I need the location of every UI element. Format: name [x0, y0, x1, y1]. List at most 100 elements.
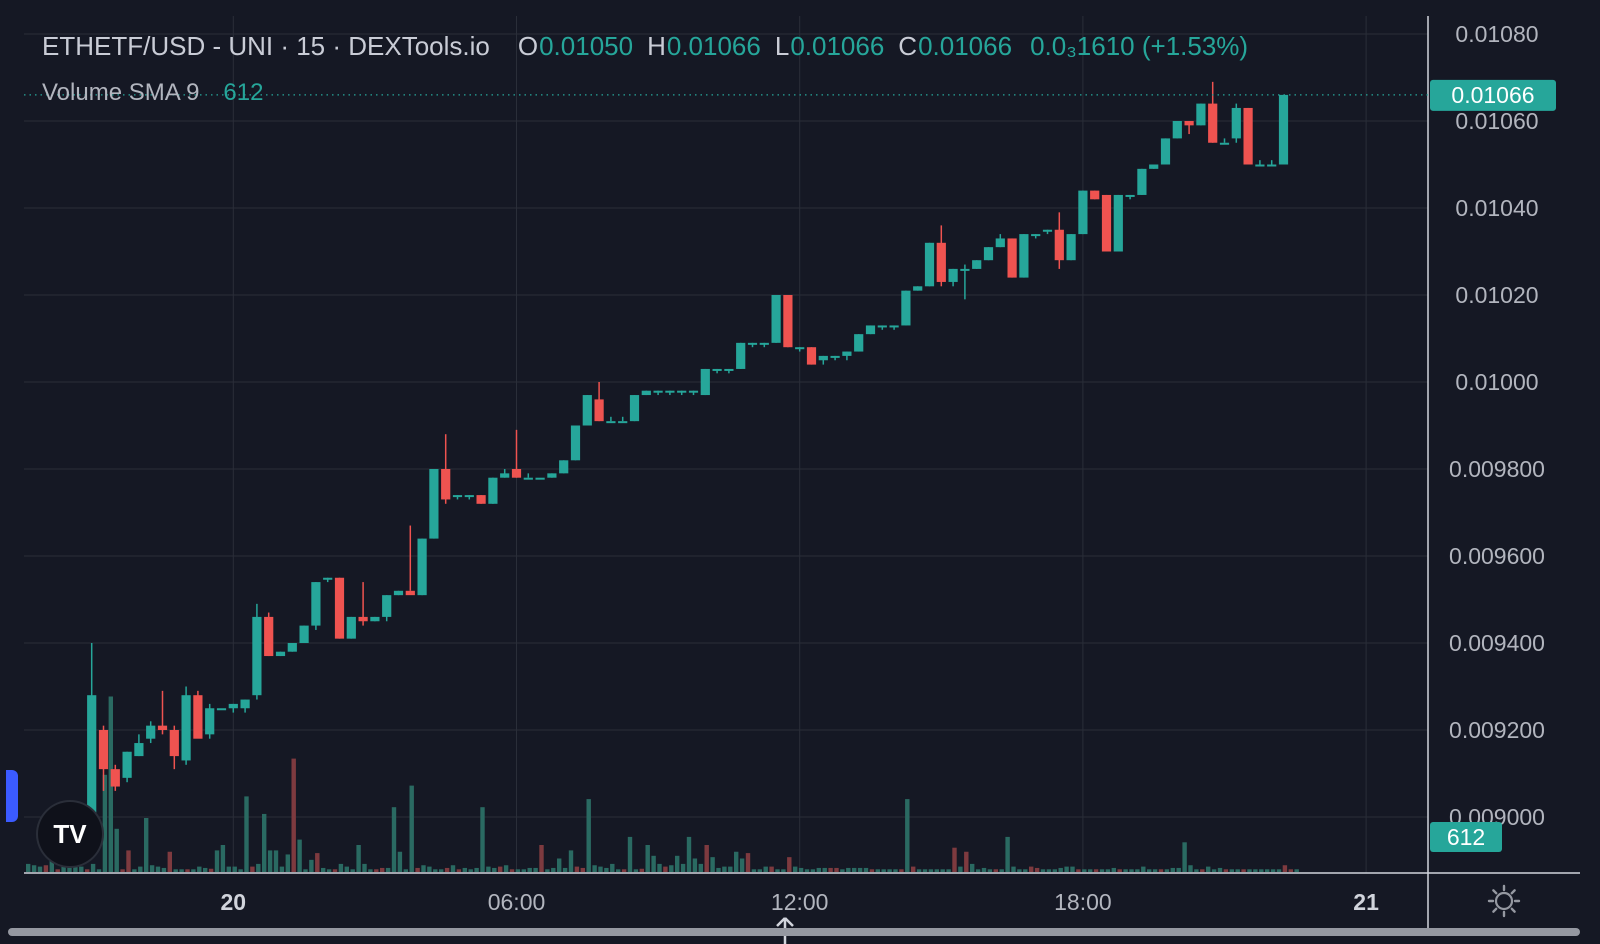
volume-bar: [1223, 869, 1229, 872]
volume-bar: [397, 851, 403, 872]
volume-bar: [551, 867, 556, 872]
volume-bar: [893, 869, 898, 872]
candle-up: [570, 425, 581, 461]
close-value: 0.01066: [918, 31, 1013, 61]
volume-bar: [173, 869, 178, 872]
volume-bar: [1070, 866, 1075, 872]
side-panel-toggle[interactable]: [6, 770, 18, 822]
volume-bar: [751, 869, 757, 872]
volume-bar: [633, 869, 639, 872]
volume-bar: [1029, 866, 1034, 872]
volume-bar: [309, 859, 314, 872]
volume-bar: [238, 869, 243, 872]
volume-bar: [409, 785, 414, 872]
volume-bar: [1152, 869, 1158, 872]
volume-bar: [539, 845, 544, 872]
volume-bar: [1141, 866, 1146, 872]
candle-up: [1078, 190, 1088, 235]
candle-up: [795, 347, 805, 350]
volume-bar: [509, 869, 515, 872]
close-label: C: [898, 31, 918, 61]
candle-up: [299, 625, 309, 643]
settings-gear-icon[interactable]: [1487, 884, 1521, 918]
volume-bar: [940, 869, 945, 872]
candle-up: [771, 295, 781, 343]
volume-bar: [503, 865, 509, 872]
volume-bar: [975, 869, 981, 872]
volume-bar: [43, 865, 49, 872]
volume-bar: [857, 867, 863, 872]
volume-bar: [380, 867, 385, 872]
volume-bar: [787, 857, 792, 872]
volume-bar: [1229, 869, 1234, 872]
volume-bar: [834, 867, 839, 872]
symbol-title: ETHETF/USD - UNI · 15 · DEXTools.io: [42, 31, 490, 61]
candle-up: [972, 260, 982, 269]
volume-bar: [462, 867, 467, 872]
candle-up: [205, 708, 215, 735]
volume-bar: [262, 813, 267, 872]
horizontal-scrollbar[interactable]: [8, 928, 1580, 936]
candle-up: [1196, 103, 1206, 126]
candle-up: [1267, 164, 1277, 167]
candle-up: [523, 477, 533, 480]
volume-bar: [1111, 867, 1116, 872]
volume-bar: [214, 850, 220, 872]
volume-bar: [810, 869, 816, 872]
volume-bar: [480, 807, 485, 872]
volume-bar: [468, 869, 473, 872]
volume-bar: [757, 869, 762, 872]
price-tick-label: 0.01020: [1455, 282, 1538, 308]
candle-up: [1113, 194, 1123, 252]
volume-bar: [415, 867, 420, 872]
volume-bar: [1259, 869, 1264, 872]
candle-up: [677, 390, 687, 393]
candle-down: [441, 469, 451, 500]
candle-up: [724, 368, 734, 371]
volume-bar: [492, 867, 497, 872]
volume-bar: [1164, 869, 1170, 872]
volume-bar: [1194, 869, 1199, 872]
volume-bar: [521, 869, 526, 872]
tradingview-logo-icon[interactable]: TV: [38, 802, 102, 866]
candle-up: [547, 473, 557, 478]
volume-bar: [179, 869, 184, 872]
volume-bar: [557, 858, 562, 872]
volume-bar: [763, 866, 768, 872]
volume-bar: [1276, 869, 1282, 872]
volume-bar: [368, 869, 373, 872]
candle-up: [641, 390, 651, 396]
last-price-label: 0.01066: [1451, 82, 1534, 108]
price-tick-label: 0.009800: [1449, 456, 1545, 482]
price-tick-label: 0.01000: [1455, 369, 1538, 395]
volume-bar: [669, 865, 674, 872]
volume-bar: [291, 758, 296, 872]
volume-bar: [970, 863, 975, 872]
volume-bar: [769, 866, 774, 872]
volume-bar: [574, 866, 580, 872]
time-tick-label: 12:00: [771, 889, 829, 915]
volume-bar: [875, 869, 880, 872]
volume-bar: [881, 869, 886, 872]
volume-bar: [899, 869, 904, 872]
candle-up: [629, 395, 640, 422]
candle-up: [122, 751, 132, 778]
volume-bar: [798, 867, 804, 872]
volume-bar: [698, 863, 703, 872]
volume-bar: [527, 867, 532, 872]
volume-bar: [244, 796, 249, 872]
volume-bar: [439, 869, 444, 872]
volume-bar: [1129, 869, 1134, 872]
change-value: 0.0₃1610 (+1.53%): [1030, 31, 1249, 61]
candle-up: [240, 699, 250, 709]
candle-up: [854, 334, 864, 352]
volume-bar: [863, 867, 869, 872]
volume-bar: [303, 869, 308, 872]
volume-bar: [498, 866, 503, 872]
volume-legend[interactable]: Volume SMA 9 612: [42, 79, 263, 107]
volume-bar: [374, 869, 379, 872]
candle-down: [334, 577, 345, 639]
volume-bar: [1170, 867, 1175, 872]
candle-down: [157, 725, 168, 730]
